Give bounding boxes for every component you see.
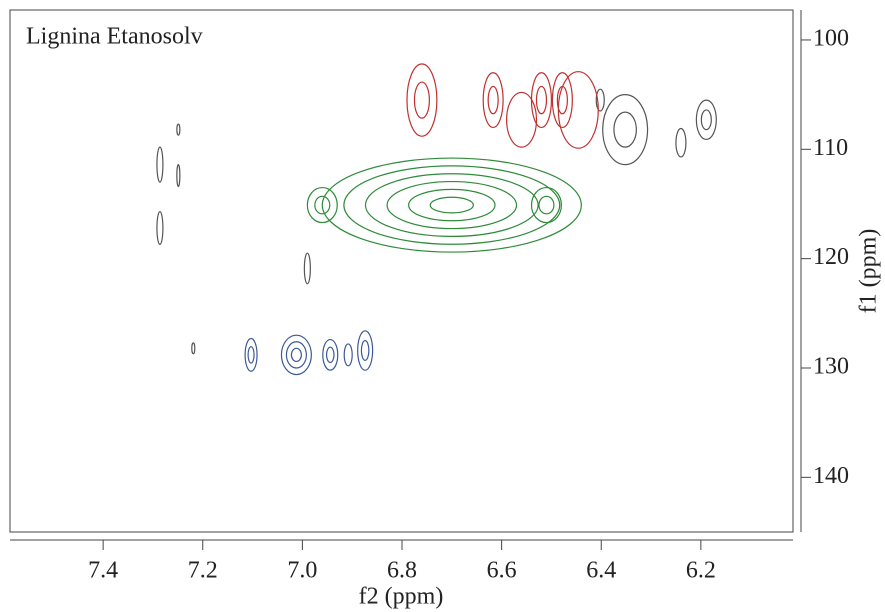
contour-level [176,164,181,188]
y-tick-label: 130 [813,353,849,379]
contour-level [176,123,181,136]
contour-level [247,346,255,364]
contour-level [325,346,335,364]
contour-level [285,341,307,369]
contour-level [156,146,164,183]
x-tick-label: 7.2 [188,558,218,584]
contour-level [551,72,573,129]
contour-level [321,157,582,253]
contour-level [429,196,474,214]
contour-level [314,195,331,215]
contour-level [290,347,302,363]
contour-level [413,81,430,119]
contour-level [613,111,637,148]
x-tick-label: 7.0 [287,558,317,584]
contour-level [306,186,338,224]
y-axis-label: f1 (ppm) [856,229,882,314]
contour-level [343,165,561,245]
contour-level [505,91,538,148]
x-axis-label: f2 (ppm) [359,584,444,610]
contour-level [357,330,374,371]
x-tick-label: 6.8 [387,558,417,584]
contour-level [386,180,518,230]
contour-level [343,343,353,367]
contour-level [364,173,539,238]
contour-level [406,63,438,137]
y-tick-label: 120 [813,244,849,270]
contour-level [700,109,712,131]
contour-level [191,342,196,355]
contour-level [530,72,553,129]
contour-level [322,338,339,371]
contour-level [156,211,164,246]
chart-title: Lignina Etanosolv [26,24,203,50]
contour-level [602,94,649,166]
contour-level [244,337,258,372]
y-tick-label: 100 [813,25,849,51]
contour-level [557,71,599,149]
x-tick-label: 7.4 [88,558,118,584]
y-tick-label: 140 [813,463,849,489]
plot-frame [9,9,794,533]
contour-level [482,72,504,129]
contour-level [360,340,370,361]
contour-level [538,195,555,215]
contour-level [530,186,562,224]
x-tick-label: 6.2 [686,558,716,584]
contour-level [675,127,687,158]
contour-level [303,252,311,285]
contour-level [408,188,496,222]
contour-level [595,88,605,112]
x-tick-label: 6.6 [487,558,517,584]
contour-level [535,85,548,115]
contour-level [695,99,717,141]
y-tick-label: 110 [813,135,848,161]
contour-level [280,334,312,376]
x-tick-label: 6.4 [586,558,616,584]
contour-level [487,85,499,115]
